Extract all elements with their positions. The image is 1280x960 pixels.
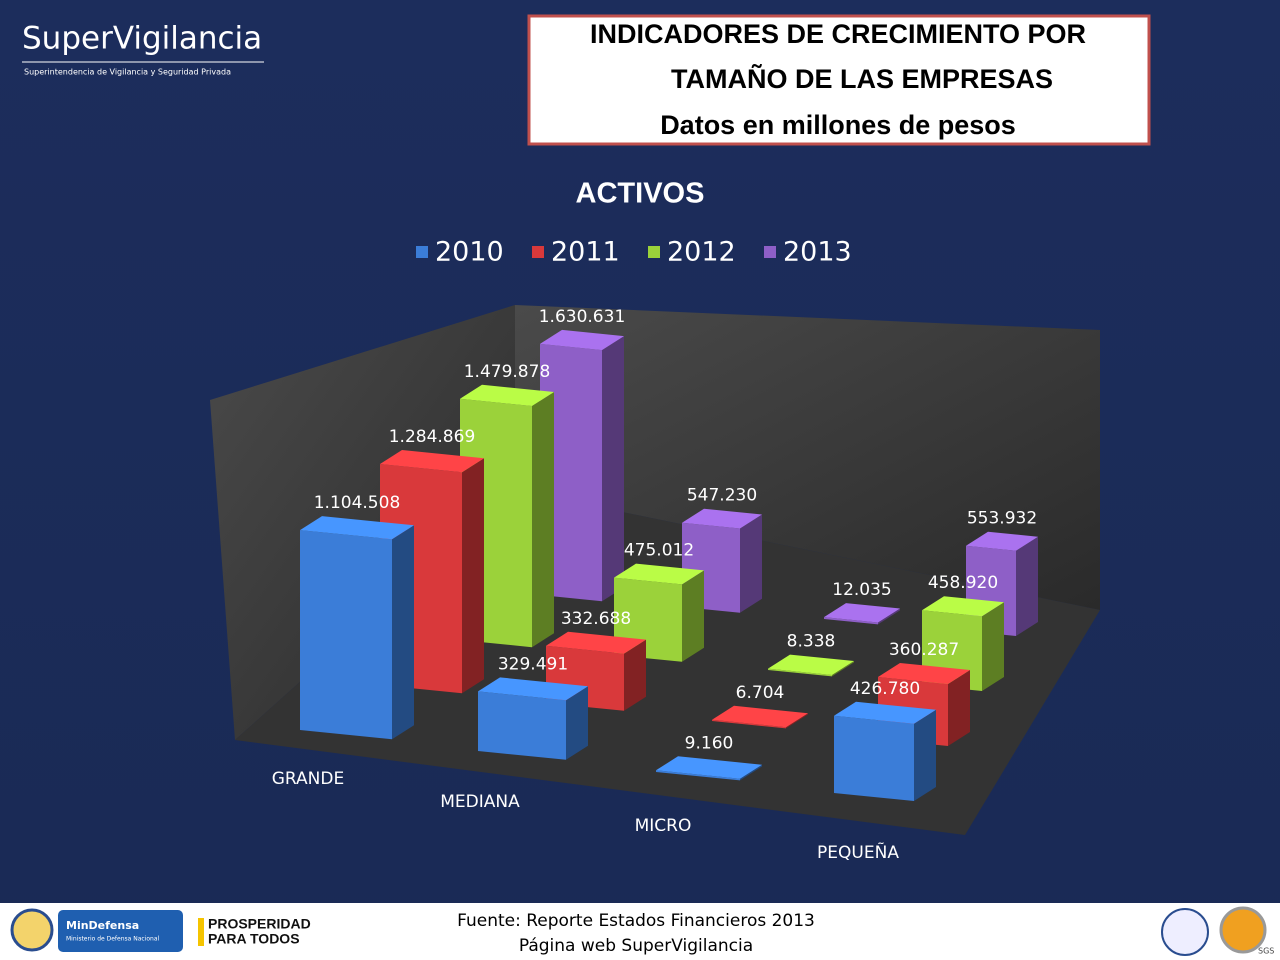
bar-top: [712, 705, 808, 728]
bar-top: [546, 631, 646, 654]
bar-side: [462, 458, 484, 694]
value-label: 475.012: [624, 541, 694, 561]
x-tick-label: PEQUEÑA: [817, 841, 899, 863]
prosperidad-text: PARA TODOS: [208, 931, 300, 947]
value-label: 12.035: [832, 580, 891, 600]
bar-front: [656, 770, 740, 781]
bar-top: [656, 756, 762, 779]
legend-swatch: [532, 246, 544, 258]
bar-side: [948, 670, 970, 746]
bar-side: [982, 602, 1004, 691]
chart-title: ACTIVOS: [576, 178, 705, 210]
bar-side: [392, 525, 414, 740]
value-label: 1.630.631: [539, 307, 626, 327]
legend-swatch: [416, 246, 428, 258]
bar-side: [740, 764, 762, 781]
value-label: 8.338: [787, 632, 836, 652]
value-label: 329.491: [498, 654, 568, 674]
bar-side: [878, 608, 900, 625]
bar-side: [1016, 536, 1038, 636]
title-box: [527, 14, 1151, 146]
value-label: 458.920: [928, 573, 998, 593]
value-label: 6.704: [736, 683, 785, 703]
x-tick-label: MEDIANA: [440, 792, 520, 812]
sgs-text: SGS: [1258, 947, 1274, 956]
bar-top: [478, 677, 588, 701]
bar-front: [768, 668, 832, 677]
bar-side: [532, 392, 554, 648]
value-label: 1.284.869: [389, 427, 476, 447]
bar-top: [878, 663, 970, 684]
bar-top: [768, 654, 854, 675]
title-line: Datos en millones de pesos: [660, 110, 1016, 140]
legend-label: 2012: [667, 237, 736, 268]
bar-front: [540, 343, 602, 602]
coat-of-arms: [10, 908, 54, 952]
bar-side: [832, 661, 854, 677]
bar-side: [602, 336, 624, 602]
bar-front: [824, 617, 878, 625]
seal: [1161, 908, 1209, 956]
back-wall: [515, 305, 1100, 610]
legend-label: 2010: [435, 237, 504, 268]
footer-band: [0, 903, 1280, 960]
value-label: 332.688: [561, 609, 631, 629]
legend-swatch: [764, 246, 776, 258]
bar-top: [460, 384, 554, 406]
bar-side: [786, 713, 808, 729]
bar-top: [682, 508, 762, 529]
x-tick-label: GRANDE: [272, 769, 344, 789]
value-label: 1.479.878: [464, 362, 551, 382]
bar-top: [300, 516, 414, 540]
source-line: Página web SuperVigilancia: [519, 936, 753, 956]
mindefensa-logo: [58, 910, 183, 952]
prosperidad-text: PROSPERIDAD: [208, 916, 311, 932]
bar-front: [712, 719, 786, 729]
value-label: 360.287: [889, 640, 959, 660]
bar-side: [682, 570, 704, 662]
x-tick-label: MICRO: [635, 816, 692, 836]
value-label: 9.160: [685, 733, 734, 753]
legend-label: 2011: [551, 237, 620, 268]
value-label: 1.104.508: [314, 493, 401, 513]
title-line: INDICADORES DE CRECIMIENTO POR: [590, 19, 1086, 49]
logo-subtitle: Superintendencia de Vigilancia y Segurid…: [24, 68, 231, 77]
legend-swatch: [648, 246, 660, 258]
bar-side: [914, 709, 936, 801]
bar-front: [834, 715, 914, 801]
mindefensa-text: MinDefensa: [66, 919, 139, 932]
bar-top: [614, 563, 704, 585]
bar-top: [380, 450, 484, 473]
mindefensa-sub: Ministerio de Defensa Nacional: [66, 936, 160, 943]
bar-front: [300, 530, 392, 740]
sgs-seal: [1219, 906, 1267, 954]
bar-top: [922, 596, 1004, 617]
source-line: Fuente: Reporte Estados Financieros 2013: [457, 911, 815, 931]
title-line: TAMAÑO DE LAS EMPRESAS: [671, 63, 1053, 94]
bar-front: [478, 691, 566, 760]
bar-top: [966, 531, 1038, 551]
logo: SuperVigilancia: [22, 21, 262, 57]
bar-side: [624, 639, 646, 711]
bar-side: [740, 514, 762, 613]
value-label: 547.230: [687, 486, 757, 506]
bar-top: [824, 603, 900, 623]
bar-side: [566, 686, 588, 760]
value-label: 426.780: [850, 679, 920, 699]
legend-label: 2013: [783, 237, 852, 268]
bar-top: [834, 701, 936, 724]
bar-top: [540, 329, 624, 351]
flag-stripe: [198, 918, 204, 946]
value-label: 553.932: [967, 509, 1037, 529]
